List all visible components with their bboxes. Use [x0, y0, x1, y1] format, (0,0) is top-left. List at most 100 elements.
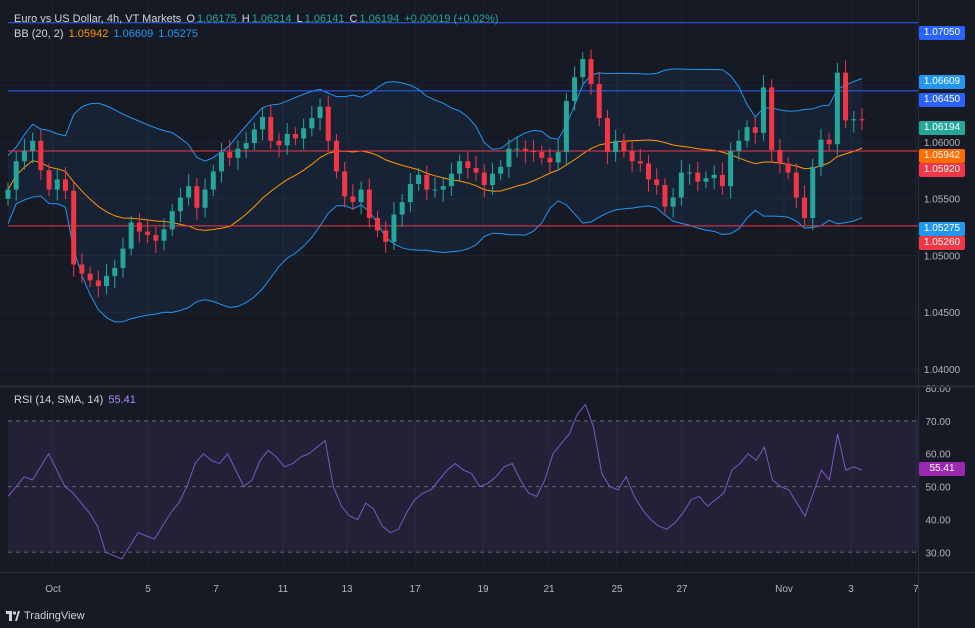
high-value: 1.06214 — [251, 13, 292, 25]
candle-body — [366, 189, 372, 218]
candle-body — [752, 127, 758, 133]
price-tick-label: 1.05500 — [924, 195, 961, 206]
candle-body — [678, 172, 684, 198]
candle-body — [194, 186, 200, 208]
candle-body — [687, 172, 693, 174]
time-axis[interactable]: Oct 5 7 11 13 17 19 21 25 27 Nov 3 7 — [45, 584, 919, 595]
candle-body — [489, 173, 495, 186]
candle-body — [21, 150, 27, 162]
bb-upper-value: 1.06609 — [113, 28, 154, 40]
candle-body — [219, 152, 224, 172]
candle-body — [843, 72, 849, 121]
candle-body — [563, 101, 569, 153]
candle-body — [596, 84, 602, 119]
candle-body — [79, 264, 85, 274]
candle-body — [416, 174, 422, 184]
bb-upper-line — [7, 68, 863, 162]
rsi-value-tag: 55.41 — [919, 461, 965, 476]
time-tick-label: 21 — [543, 584, 555, 595]
candle-body — [613, 140, 619, 153]
candle-body — [358, 189, 364, 203]
candle-body — [350, 196, 356, 203]
candle-body — [243, 143, 249, 149]
candle-body — [186, 186, 192, 198]
bb-lower-value: 1.05275 — [158, 28, 199, 40]
time-tick-label: 27 — [676, 584, 688, 595]
candle-body — [818, 139, 824, 167]
candle-body — [424, 174, 430, 190]
candle-body — [95, 280, 101, 287]
candle-body — [481, 172, 487, 186]
candle-body — [46, 170, 52, 190]
time-tick-label: 7 — [913, 584, 919, 595]
rsi-tick-label: 70.00 — [925, 417, 950, 428]
logo-text: TradingView — [24, 610, 85, 622]
time-tick-label: 7 — [213, 584, 219, 595]
candle-body — [473, 168, 479, 173]
bb-mid-value: 1.05942 — [68, 28, 109, 40]
tradingview-logo[interactable]: TradingView — [6, 610, 85, 622]
candle-body — [802, 197, 808, 218]
candle-body — [104, 275, 110, 287]
horizontal-lines[interactable] — [8, 22, 918, 227]
price-tag: 1.07050 — [919, 26, 965, 40]
rsi-value: 55.41 — [108, 394, 136, 406]
price-tag: 1.05260 — [919, 236, 965, 250]
candle-body — [728, 150, 734, 187]
time-tick-label: 17 — [409, 584, 421, 595]
time-tick-label: 5 — [145, 584, 151, 595]
candle-body — [448, 173, 454, 187]
bb-header[interactable]: BB (20, 2) 1.05942 1.06609 1.05275 — [14, 27, 200, 41]
candle-body — [465, 161, 471, 169]
rsi-axis[interactable]: 80.00 70.00 60.00 50.00 40.00 30.00 — [925, 384, 950, 559]
price-tag: 1.06609 — [919, 75, 965, 89]
symbol-title: Euro vs US Dollar, 4h, VT Markets — [14, 13, 182, 25]
candle-body — [457, 161, 463, 174]
time-tick-label: 25 — [611, 584, 623, 595]
candle-body — [202, 189, 208, 208]
candle-body — [284, 133, 290, 146]
symbol-header[interactable]: Euro vs US Dollar, 4h, VT Markets O 1.061… — [14, 12, 500, 26]
low-label: L — [296, 13, 303, 25]
candle-body — [432, 189, 438, 191]
candle-body — [145, 231, 151, 236]
candle-body — [169, 211, 175, 230]
candle-body — [399, 202, 405, 215]
candle-body — [120, 248, 126, 268]
candle-body — [342, 171, 348, 197]
candle-body — [227, 152, 233, 158]
candle-body — [440, 186, 446, 190]
price-tick-label: 1.06000 — [924, 138, 961, 149]
candle-body — [851, 119, 857, 121]
candle-body — [588, 59, 594, 85]
rsi-series-line — [7, 403, 863, 560]
rsi-header[interactable]: RSI (14, SMA, 14) 55.41 — [14, 393, 138, 407]
grid — [0, 0, 918, 572]
candle-body — [834, 72, 840, 145]
candle-body — [54, 179, 60, 190]
candle-body — [407, 183, 413, 203]
candle-body — [506, 148, 512, 167]
candle-body — [859, 119, 865, 121]
candle-body — [13, 161, 19, 190]
candle-body — [317, 106, 323, 119]
bb-mid-line — [7, 139, 863, 231]
candle-body — [785, 163, 791, 173]
time-tick-label: Oct — [45, 584, 61, 595]
rsi-label: RSI (14, SMA, 14) — [14, 394, 104, 406]
candle-body — [235, 148, 241, 158]
candle-body — [810, 166, 816, 218]
open-value: 1.06175 — [196, 13, 237, 25]
candle-body — [695, 172, 701, 182]
candle-body — [210, 171, 216, 190]
candle-body — [112, 267, 118, 276]
candle-body — [260, 116, 266, 130]
price-tag: 1.06194 — [919, 121, 965, 135]
candle-body — [580, 59, 586, 78]
candle-body — [539, 152, 545, 158]
candle-body — [5, 189, 11, 199]
candle-body — [71, 190, 77, 265]
candle-body — [826, 139, 832, 145]
candle-body — [719, 174, 725, 187]
